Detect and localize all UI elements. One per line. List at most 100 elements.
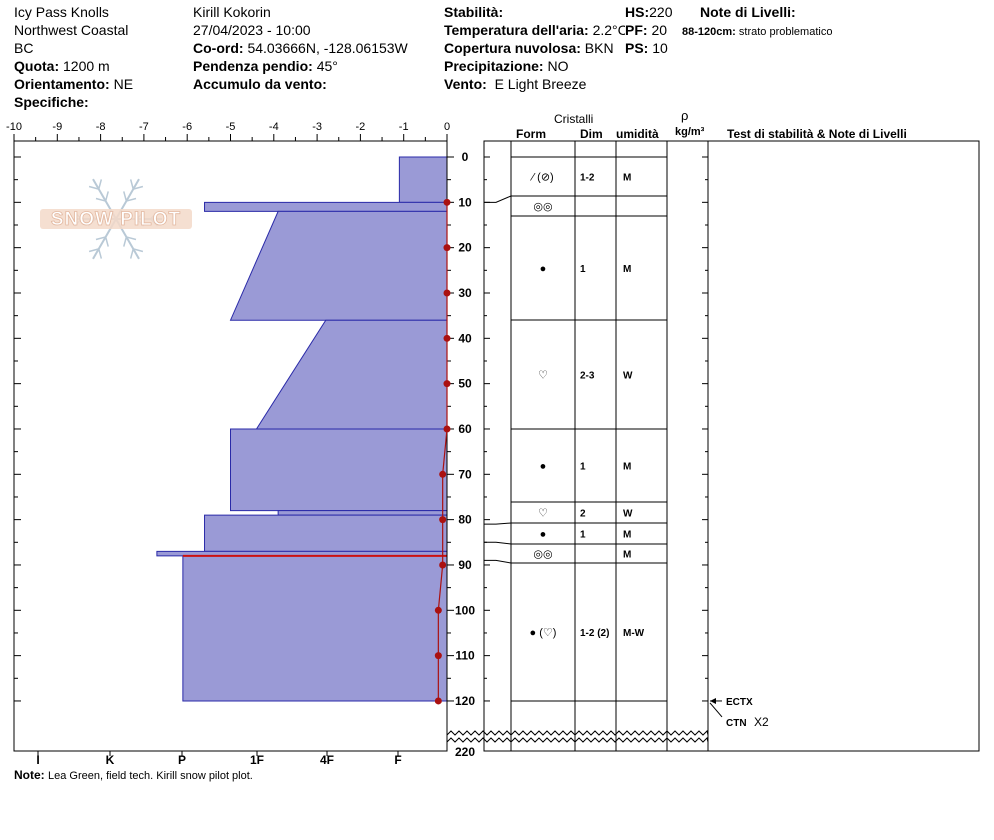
air-temp-row: Temperatura dell'aria: 2.2°C (444, 22, 628, 38)
layer-moisture: M (623, 264, 631, 275)
hardness-layer (229, 210, 448, 321)
axis-break-zigzag (446, 730, 709, 736)
form-header: Form (516, 127, 546, 141)
observer: Kirill Kokorin (193, 4, 271, 20)
temperature-point (439, 470, 447, 478)
air-temp-value: 2.2°C (592, 22, 628, 38)
layer-form: ● (540, 461, 547, 473)
layer-connector (484, 541, 512, 545)
snowflake-branch (133, 185, 144, 190)
pf-value: 20 (651, 22, 668, 38)
temp-tick-label: -10 (6, 121, 22, 133)
hardness-profile (156, 156, 448, 702)
axis-break-zigzag (446, 737, 709, 743)
hardness-layer (398, 156, 448, 203)
layer-note-range: 88-120cm: (682, 26, 736, 38)
hs-row: HS:220 (625, 4, 672, 20)
hs-value: 220 (649, 4, 673, 20)
depth-tick-label: 120 (455, 694, 475, 708)
temp-tick-label: 0 (444, 121, 450, 133)
precip-value: NO (547, 58, 569, 74)
snow-pilot-logo: SNOW PILOT (40, 178, 192, 260)
depth-tick-label: 80 (458, 513, 472, 527)
rho-header: ρ (681, 108, 689, 123)
layer-size: 1 (580, 462, 586, 473)
temperature-point (439, 516, 447, 524)
depth-tick-label: 70 (458, 467, 472, 481)
stability-tests: ECTX CTN X2 (709, 697, 769, 729)
depth-tick-label: 40 (458, 331, 472, 345)
temperature-point (443, 289, 451, 297)
temperature-point (439, 561, 447, 569)
test-arrowhead (710, 697, 716, 704)
temperature-point (443, 244, 451, 252)
location: Icy Pass Knolls (14, 4, 109, 20)
depth-tick-label: 50 (458, 377, 472, 391)
hs-label: HS: (625, 4, 650, 20)
temperature-profile (434, 198, 451, 705)
tests-header: Test di stabilità & Note di Livelli (727, 127, 907, 141)
temp-tick-label: -1 (399, 121, 409, 133)
layer-moisture: M (623, 530, 631, 541)
depth-tick-label: 110 (455, 649, 475, 663)
temperature-point (434, 606, 442, 614)
test-ctn: CTN (726, 718, 747, 729)
slope-label: Pendenza pendio: (193, 58, 313, 74)
elevation-row: Quota: 1200 m (14, 58, 110, 74)
snowflake-branch (123, 236, 128, 247)
specifics-label: Specifiche: (14, 94, 89, 110)
test-pointer (709, 702, 723, 718)
hardness-tick-label: K (106, 753, 115, 767)
hardness-layer (230, 428, 448, 512)
layer-note-text: strato problematico (738, 26, 833, 38)
wind-label: Vento: (444, 76, 487, 92)
aspect-value: NE (113, 76, 134, 92)
hardness-layer (255, 319, 448, 430)
depth-tick-label: 90 (458, 558, 472, 572)
temp-tick-label: -4 (269, 121, 279, 133)
layer-form: ● (540, 529, 547, 541)
moisture-header: umidità (616, 127, 659, 141)
depth-break-label: 220 (455, 745, 475, 759)
slope-row: Pendenza pendio: 45° (193, 58, 338, 74)
snowflake-branch (104, 191, 109, 202)
coords-row: Co-ord: 54.03666N, -128.06153W (193, 40, 408, 56)
crystals-header: Cristalli (554, 112, 594, 126)
size-header: Dim (580, 127, 603, 141)
hardness-layer (182, 555, 448, 702)
coords-label: Co-ord: (193, 40, 244, 56)
datetime: 27/04/2023 - 10:00 (193, 22, 311, 38)
elevation-value: 1200 m (63, 58, 110, 74)
snowflake-branch (104, 236, 109, 247)
density-unit-header: kg/m³ (675, 126, 705, 138)
province: BC (14, 40, 34, 56)
test-ctn-detail: X2 (754, 715, 769, 729)
layer-notes-label: Note di Livelli: (700, 4, 796, 20)
temperature-point (443, 198, 451, 206)
snowflake-branch (98, 179, 103, 190)
temp-tick-label: -9 (52, 121, 62, 133)
layer-form: ♡ (538, 370, 548, 382)
ps-value: 10 (652, 40, 668, 56)
sky-row: Copertura nuvolosa: BKN (444, 40, 614, 56)
note-text: Lea Green, field tech. Kirill snow pilot… (48, 770, 253, 782)
snowflake-branch (95, 197, 106, 202)
depth-tick-label: 0 (462, 150, 469, 164)
wind-value: E Light Breeze (494, 76, 587, 92)
elevation-label: Quota: (14, 58, 60, 74)
chart-axes: -10 -9 -8 -7 -6 -5 -4 -3 -2 -1 0I K P 1F 4F F0102030405… (6, 121, 709, 767)
depth-tick-label: 20 (458, 241, 472, 255)
layer-form: ⁄ (⊘) (529, 172, 553, 184)
layer-note: 88-120cm: strato problematico (682, 24, 832, 40)
temp-tick-label: -3 (312, 121, 322, 133)
layer-connector (484, 195, 512, 203)
ps-label: PS: (625, 40, 649, 56)
depth-tick-label: 100 (455, 603, 475, 617)
test-ectx: ECTX (726, 697, 753, 708)
snowflake-branch (95, 236, 106, 241)
sky-value: BKN (584, 40, 614, 56)
layer-size: 1-2 (580, 173, 595, 184)
layer-size: 2 (580, 509, 586, 520)
snowflake-branch (133, 248, 144, 253)
